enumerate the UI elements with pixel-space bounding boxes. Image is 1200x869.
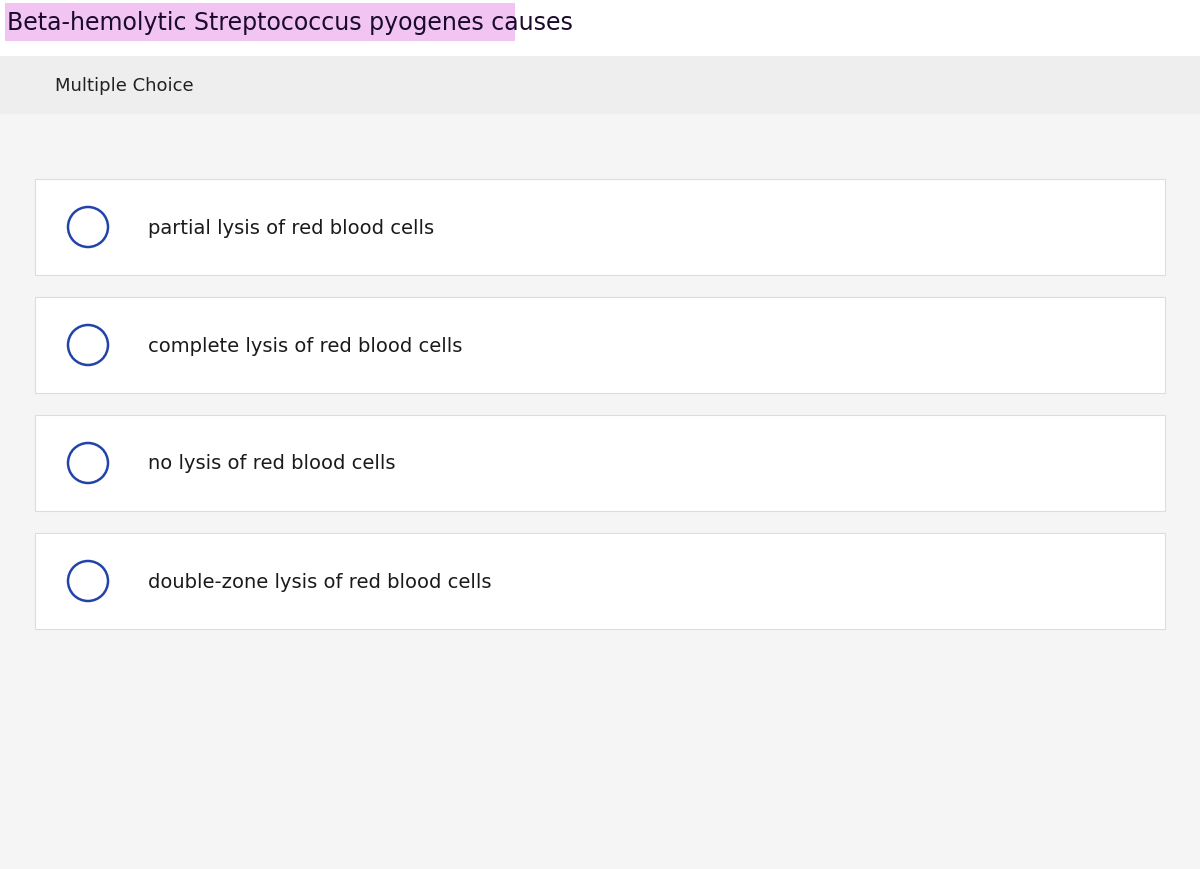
Text: complete lysis of red blood cells: complete lysis of red blood cells (148, 336, 462, 355)
Text: no lysis of red blood cells: no lysis of red blood cells (148, 454, 396, 473)
FancyBboxPatch shape (35, 415, 1165, 512)
Text: Beta-hemolytic Streptococcus pyogenes causes: Beta-hemolytic Streptococcus pyogenes ca… (7, 11, 572, 35)
Text: double-zone lysis of red blood cells: double-zone lysis of red blood cells (148, 572, 492, 591)
FancyBboxPatch shape (0, 57, 1200, 115)
FancyBboxPatch shape (0, 115, 1200, 869)
FancyBboxPatch shape (35, 534, 1165, 629)
Text: partial lysis of red blood cells: partial lysis of red blood cells (148, 218, 434, 237)
FancyBboxPatch shape (35, 298, 1165, 394)
FancyBboxPatch shape (5, 4, 515, 42)
Text: Multiple Choice: Multiple Choice (55, 77, 193, 95)
FancyBboxPatch shape (35, 180, 1165, 275)
